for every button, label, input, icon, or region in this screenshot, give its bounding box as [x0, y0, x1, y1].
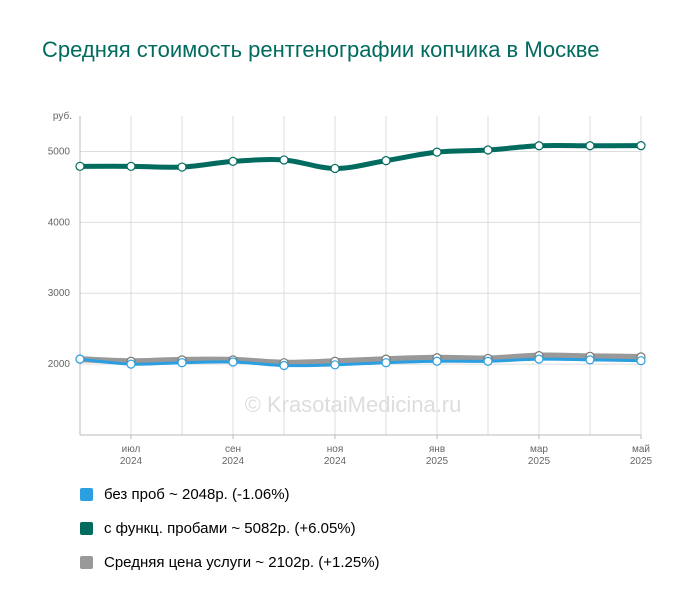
legend-swatch: [80, 522, 93, 535]
x-tick-year-label: 2024: [324, 456, 347, 467]
legend-swatch: [80, 488, 93, 501]
x-tick-label: сен: [225, 444, 241, 455]
x-tick-label: июл: [122, 444, 141, 455]
data-point-0: [330, 360, 340, 370]
x-tick-label: мар: [530, 444, 548, 455]
data-point-1: [585, 141, 595, 151]
data-point-0: [381, 358, 391, 368]
data-point-0: [75, 354, 85, 364]
legend-label: с функц. пробами ~ 5082р. (+6.05%): [104, 520, 356, 537]
data-point-1: [534, 141, 544, 151]
axes: 2000300040005000руб.июл2024сен2024ноя202…: [48, 110, 653, 467]
data-point-0: [228, 357, 238, 367]
data-point-1: [381, 156, 391, 166]
line-chart: 2000300040005000руб.июл2024сен2024ноя202…: [48, 110, 653, 467]
x-tick-label: янв: [429, 444, 445, 455]
y-tick-label: 5000: [48, 146, 71, 157]
data-point-1: [177, 162, 187, 172]
data-point-0: [432, 356, 442, 366]
data-point-1: [330, 163, 340, 174]
data-point-1: [636, 141, 646, 151]
x-tick-year-label: 2024: [120, 456, 143, 467]
data-point-0: [279, 360, 289, 371]
data-point-1: [75, 161, 85, 171]
data-point-1: [432, 147, 442, 157]
data-point-0: [534, 354, 544, 364]
x-tick-year-label: 2025: [528, 456, 551, 467]
y-unit-label: руб.: [53, 110, 72, 122]
data-point-1: [483, 145, 493, 155]
x-tick-year-label: 2025: [426, 456, 449, 467]
data-point-0: [126, 359, 136, 369]
y-tick-label: 3000: [48, 288, 71, 299]
y-tick-label: 2000: [48, 359, 71, 370]
data-point-0: [585, 355, 595, 365]
y-tick-label: 4000: [48, 217, 71, 228]
series-lines: [77, 142, 644, 368]
x-tick-year-label: 2025: [630, 456, 653, 467]
legend-label: без проб ~ 2048р. (-1.06%): [104, 486, 290, 503]
x-tick-label: май: [632, 444, 650, 455]
data-point-1: [279, 155, 289, 165]
data-point-0: [636, 356, 646, 366]
data-point-1: [228, 156, 238, 166]
x-tick-label: ноя: [327, 444, 344, 455]
data-point-0: [177, 358, 187, 368]
data-point-0: [483, 356, 493, 366]
legend-swatch: [80, 556, 93, 569]
series-line-1: [77, 142, 644, 171]
watermark: © KrasotaiMedicina.ru: [245, 392, 462, 417]
series-points: [75, 141, 646, 371]
data-point-1: [126, 161, 136, 171]
chart-title: Средняя стоимость рентгенографии копчика…: [42, 37, 600, 62]
legend-label: Средняя цена услуги ~ 2102р. (+1.25%): [104, 554, 380, 571]
x-tick-year-label: 2024: [222, 456, 245, 467]
